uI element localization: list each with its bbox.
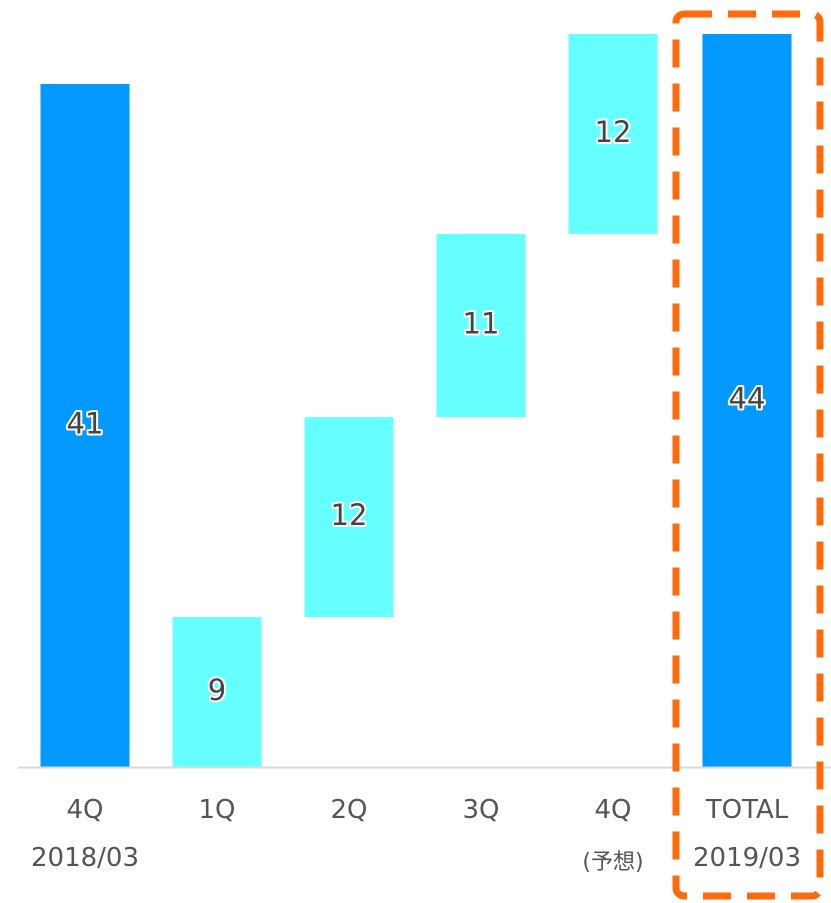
category-label-1: 1Q xyxy=(198,795,235,825)
bar-2 xyxy=(304,417,394,618)
category-labels-layer: 4Q 2018/03 1Q 2Q 3Q 4Q (予想) TOTAL 2019/03 xyxy=(31,795,801,875)
bar-0 xyxy=(40,83,130,767)
category-sublabel-5: 2019/03 xyxy=(693,843,801,873)
category-label-0: 4Q xyxy=(66,795,103,825)
category-label-4: 4Q xyxy=(594,795,631,825)
bars-layer xyxy=(40,34,792,767)
value-label-1: 9 xyxy=(208,673,226,707)
value-label-0: 41 xyxy=(67,406,104,440)
bar-1 xyxy=(172,617,262,767)
category-label-5: TOTAL xyxy=(705,795,789,825)
value-label-2: 12 xyxy=(331,498,368,532)
category-label-3: 3Q xyxy=(462,795,499,825)
bar-4 xyxy=(568,34,658,234)
category-sublabel-0: 2018/03 xyxy=(31,843,139,873)
bar-5 xyxy=(702,34,792,767)
category-sublabel-4: (予想) xyxy=(582,850,643,875)
value-label-3: 11 xyxy=(463,307,500,341)
value-label-5: 44 xyxy=(729,382,766,416)
bar-3 xyxy=(436,233,526,418)
total-highlight-box xyxy=(672,10,824,900)
category-label-2: 2Q xyxy=(330,795,367,825)
value-label-4: 12 xyxy=(595,115,632,149)
value-labels-layer: 41 9 12 11 12 44 xyxy=(65,113,768,709)
